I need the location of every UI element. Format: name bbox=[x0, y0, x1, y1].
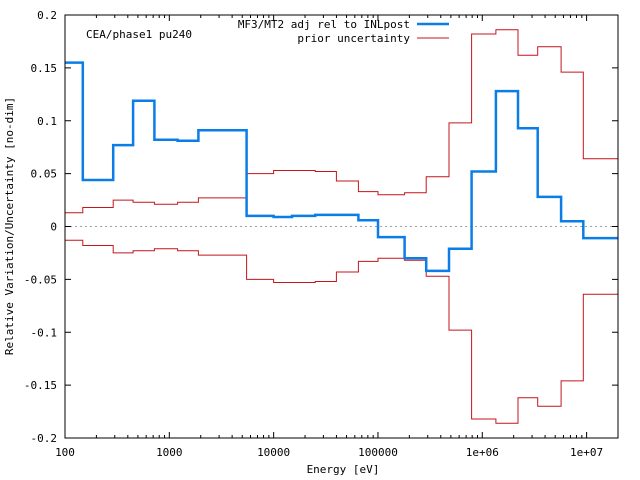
y-axis-label: Relative Variation/Uncertainty [no-dim] bbox=[3, 97, 16, 355]
series-layer bbox=[65, 29, 618, 424]
legend-label-0: MF3/MT2 adj rel to INLpost bbox=[238, 18, 410, 31]
x-ticks: 100 1000 10000 100000 1e+06 1e+07 bbox=[55, 15, 603, 459]
legend-label-1: prior uncertainty bbox=[297, 32, 410, 45]
x-axis-label: Energy [eV] bbox=[307, 463, 380, 476]
x-tick-label: 1e+06 bbox=[466, 446, 499, 459]
y-tick-label: 0.1 bbox=[37, 115, 57, 128]
chart-annotation: CEA/phase1 pu240 bbox=[86, 28, 192, 41]
series-1-line-negative bbox=[65, 239, 618, 424]
x-tick-label: 1000 bbox=[156, 446, 183, 459]
x-tick-label: 10000 bbox=[257, 446, 290, 459]
x-tick-label: 1e+07 bbox=[570, 446, 603, 459]
x-tick-label: 100000 bbox=[358, 446, 398, 459]
y-tick-label: 0 bbox=[50, 221, 57, 234]
x-tick-label: 100 bbox=[55, 446, 75, 459]
y-tick-label: -0.15 bbox=[24, 379, 57, 392]
series-0-line bbox=[65, 61, 618, 273]
series-1-line bbox=[65, 29, 618, 214]
y-tick-label: -0.05 bbox=[24, 273, 57, 286]
y-tick-label: 0.15 bbox=[31, 62, 58, 75]
y-tick-label: -0.1 bbox=[31, 326, 58, 339]
y-ticks: 0.2 0.15 0.1 0.05 0 -0.05 -0.1 -0.15 -0.2 bbox=[24, 9, 618, 445]
y-tick-label: 0.05 bbox=[31, 168, 58, 181]
y-tick-label: 0.2 bbox=[37, 9, 57, 22]
y-tick-label: -0.2 bbox=[31, 432, 58, 445]
